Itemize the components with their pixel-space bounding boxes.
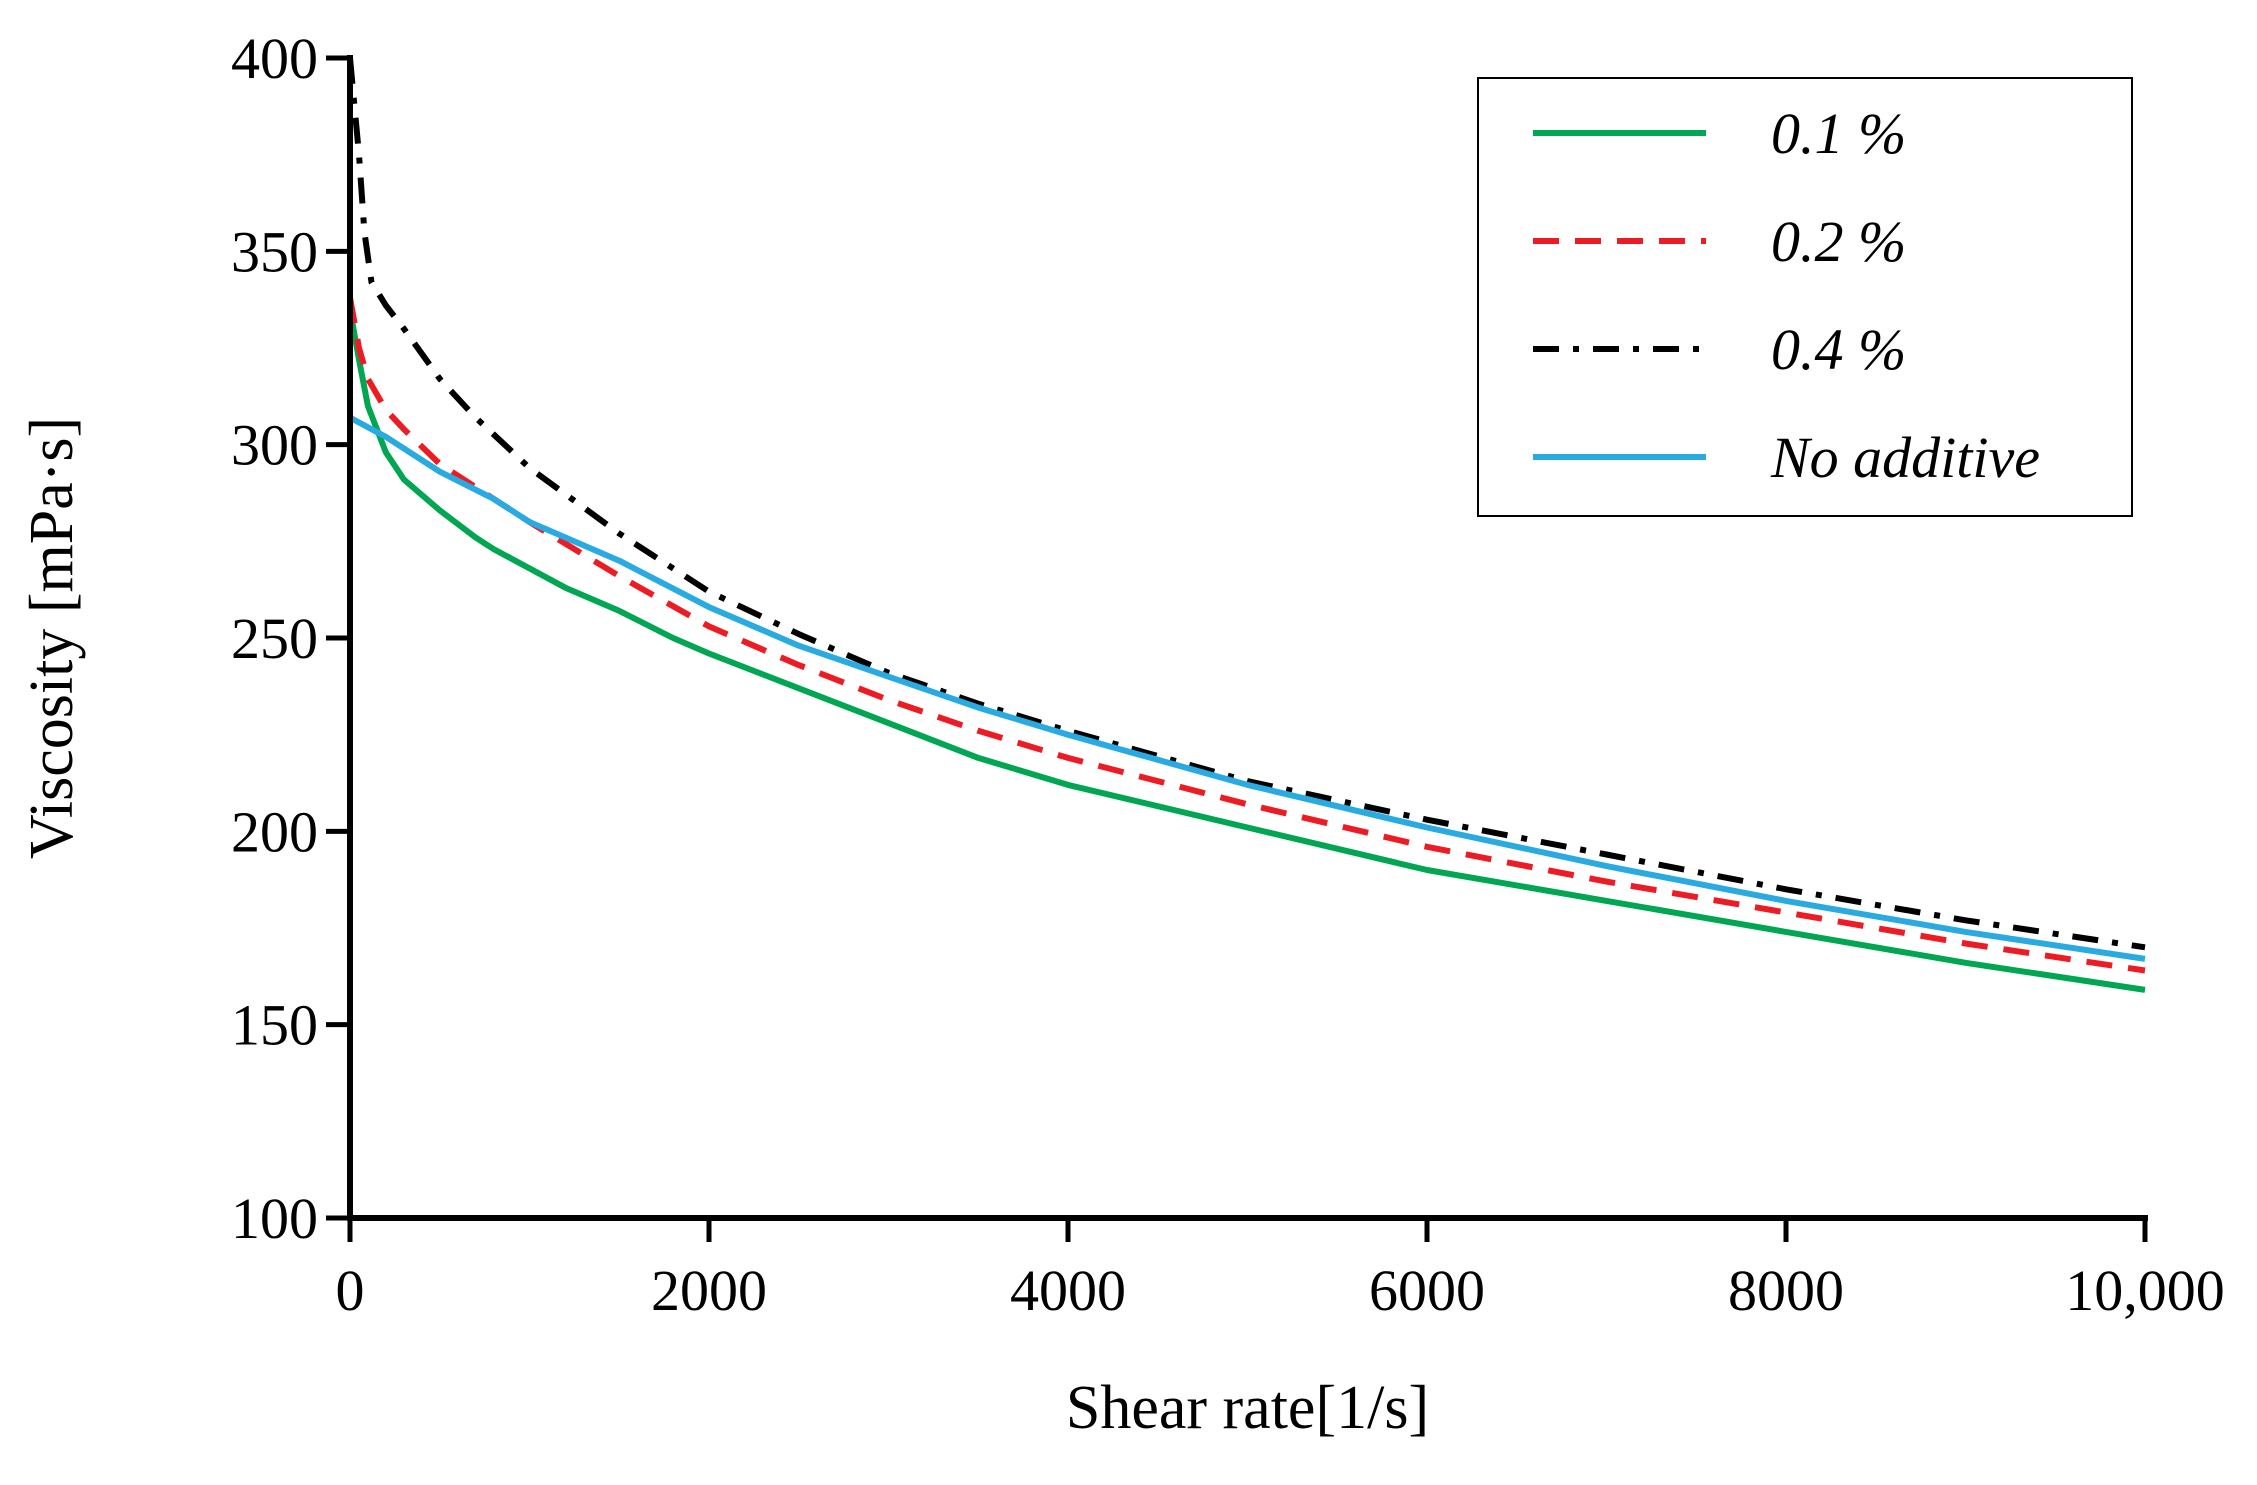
legend-label: No additive xyxy=(1770,425,2040,490)
y-tick-label: 150 xyxy=(231,993,318,1058)
x-tick-label: 6000 xyxy=(1369,1258,1485,1323)
x-axis-title: Shear rate[1/s] xyxy=(1066,1374,1429,1442)
x-tick-label: 2000 xyxy=(651,1258,767,1323)
x-tick-label: 8000 xyxy=(1728,1258,1844,1323)
series-line-0-2 xyxy=(347,297,2146,974)
y-axis-title: Viscosity [mPa·s] xyxy=(18,417,86,859)
legend-label: 0.2 % xyxy=(1771,209,1906,274)
y-tick-label: 100 xyxy=(231,1186,318,1251)
x-tick-label: 10,000 xyxy=(2065,1258,2225,1323)
legend: 0.1 % 0.2 % 0.4 % No additive xyxy=(1477,77,2133,517)
x-tick-label: 4000 xyxy=(1010,1258,1126,1323)
series-line-no-additive xyxy=(348,414,2146,962)
y-tick-label: 250 xyxy=(231,606,318,671)
series-line-0-1 xyxy=(347,308,2146,993)
y-tick-label: 400 xyxy=(231,26,318,91)
legend-label: 0.4 % xyxy=(1771,317,1906,382)
y-tick-label: 350 xyxy=(231,219,318,284)
y-tick-label: 200 xyxy=(231,799,318,864)
y-tick-label: 300 xyxy=(231,413,318,478)
series-layer xyxy=(347,57,2146,993)
x-tick-label: 0 xyxy=(336,1258,365,1323)
series-line-0-4 xyxy=(347,57,2146,951)
legend-box xyxy=(1477,77,2133,517)
legend-label: 0.1 % xyxy=(1771,101,1906,166)
